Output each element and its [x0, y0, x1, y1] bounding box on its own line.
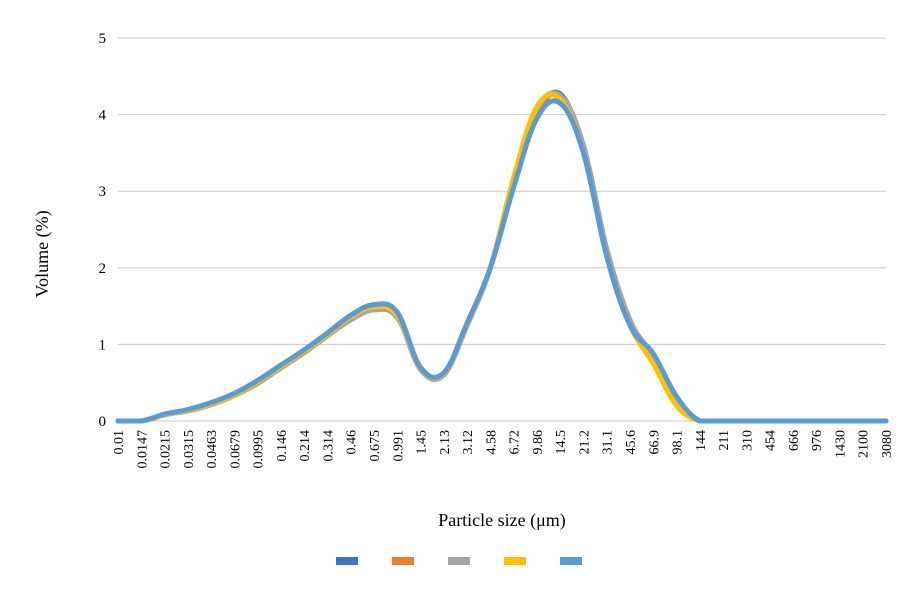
x-tick-label: 0.0463: [205, 430, 220, 469]
x-tick-label: 310: [740, 430, 755, 451]
series-line-5: [115, 98, 889, 424]
x-tick-label: 0.214: [298, 430, 313, 462]
x-tick-label: 0.0995: [252, 430, 267, 469]
y-tick-label: 4: [99, 108, 107, 124]
x-tick-label: 21.2: [577, 430, 592, 455]
x-tick-label: 2.13: [438, 430, 453, 455]
x-tick-label: 1430: [833, 430, 848, 458]
y-axis-title: Volume (%): [32, 210, 53, 297]
x-tick-label: 0.146: [275, 430, 290, 462]
y-tick-label: 3: [99, 184, 107, 200]
y-tick-label: 1: [99, 337, 107, 353]
x-tick-label: 31.1: [601, 430, 616, 455]
y-tick-label: 2: [99, 261, 107, 277]
x-tick-label: 6.72: [508, 430, 523, 455]
x-tick-label: 0.01: [112, 430, 127, 455]
x-tick-label: 0.991: [391, 430, 406, 462]
y-tick-label: 5: [99, 31, 107, 47]
x-tick-label: 0.0679: [228, 430, 243, 469]
x-tick-label: 0.0147: [135, 430, 150, 469]
x-tick-label: 666: [787, 430, 802, 451]
series-line-1: [115, 89, 889, 424]
x-tick-label: 98.1: [671, 430, 686, 455]
x-tick-label: 144: [694, 430, 709, 451]
y-tick-labels: 0 1 2 3 4 5: [99, 31, 107, 430]
x-tick-label: 4.58: [484, 430, 499, 455]
x-tick-label: 454: [764, 430, 779, 451]
series-lines: [115, 89, 889, 424]
y-tick-label: 0: [99, 414, 107, 430]
x-tick-label: 3.12: [461, 430, 476, 455]
x-tick-label: 0.314: [321, 430, 336, 462]
x-tick-label: 9.86: [531, 430, 546, 455]
x-tick-label: 0.46: [345, 430, 360, 455]
x-tick-labels: 0.01 0.0147 0.0215 0.0315 0.0463 0.0679 0.0995…: [112, 430, 895, 469]
x-tick-label: 0.0215: [159, 430, 174, 469]
x-tick-label: 0.675: [368, 430, 383, 462]
series-line-3: [115, 90, 889, 424]
x-tick-label: 0.0315: [182, 430, 197, 469]
x-tick-label: 1.45: [415, 430, 430, 455]
x-tick-label: 211: [717, 430, 732, 450]
x-tick-label: 976: [810, 430, 825, 451]
x-tick-label: 2100: [857, 430, 872, 458]
x-tick-label: 14.5: [554, 430, 569, 455]
series-line-2: [115, 92, 889, 424]
series-line-4: [115, 91, 889, 424]
x-axis-title: Particle size (μm): [438, 510, 566, 531]
x-tick-label: 45.6: [624, 430, 639, 455]
x-tick-label: 66.9: [647, 430, 662, 455]
x-tick-label: 3080: [880, 430, 895, 458]
